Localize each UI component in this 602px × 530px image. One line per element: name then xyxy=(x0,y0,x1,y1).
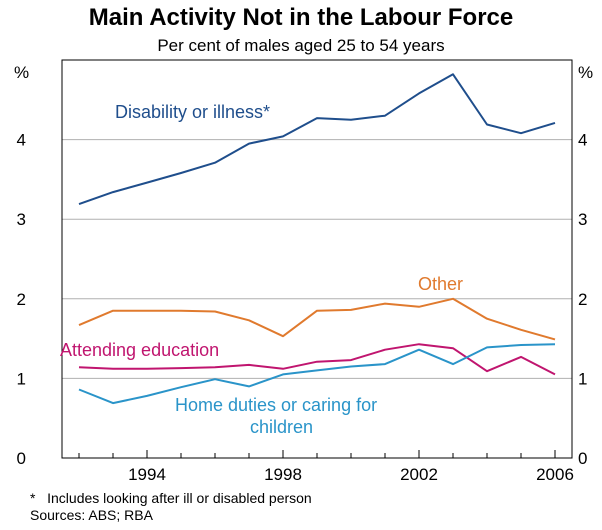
series-line-disability-or-illness xyxy=(78,73,556,206)
chart-subtitle: Per cent of males aged 25 to 54 years xyxy=(157,36,445,55)
label-other: Other xyxy=(418,274,463,294)
y-tick-right-2: 2 xyxy=(578,290,587,309)
label-education: Attending education xyxy=(60,340,219,360)
y-tick-right-4: 4 xyxy=(578,131,587,150)
footnote: * Includes looking after ill or disabled… xyxy=(30,490,312,506)
y-tick-left-3: 3 xyxy=(17,210,26,229)
gridlines xyxy=(62,139,572,379)
x-tick-1994: 1994 xyxy=(128,465,166,484)
series-line-other xyxy=(78,297,556,341)
chart-notes: * Includes looking after ill or disabled… xyxy=(30,490,312,524)
y-axis: 0 0 1 1 2 2 3 3 4 4 xyxy=(17,131,588,468)
label-home-duties-2: children xyxy=(250,417,313,437)
y-unit-left: % xyxy=(14,63,29,82)
x-tick-1998: 1998 xyxy=(264,465,302,484)
y-tick-right-0: 0 xyxy=(578,449,587,468)
x-axis: 1994 1998 2002 2006 xyxy=(78,450,574,484)
label-disability: Disability or illness* xyxy=(115,102,270,122)
y-unit-right: % xyxy=(578,63,593,82)
x-tick-2006: 2006 xyxy=(536,465,574,484)
y-tick-left-4: 4 xyxy=(17,131,26,150)
sources: Sources: ABS; RBA xyxy=(30,507,153,523)
series-line-attending-education xyxy=(78,343,556,376)
series-line-home-duties-or-caring-for-children xyxy=(78,343,556,405)
y-tick-left-2: 2 xyxy=(17,290,26,309)
y-tick-right-3: 3 xyxy=(578,210,587,229)
label-home-duties-1: Home duties or caring for xyxy=(175,395,377,415)
y-tick-left-0: 0 xyxy=(17,449,26,468)
y-tick-left-1: 1 xyxy=(17,369,26,388)
y-tick-right-1: 1 xyxy=(578,369,587,388)
series-lines xyxy=(78,73,556,405)
x-tick-2002: 2002 xyxy=(400,465,438,484)
chart-title: Main Activity Not in the Labour Force xyxy=(88,4,514,31)
